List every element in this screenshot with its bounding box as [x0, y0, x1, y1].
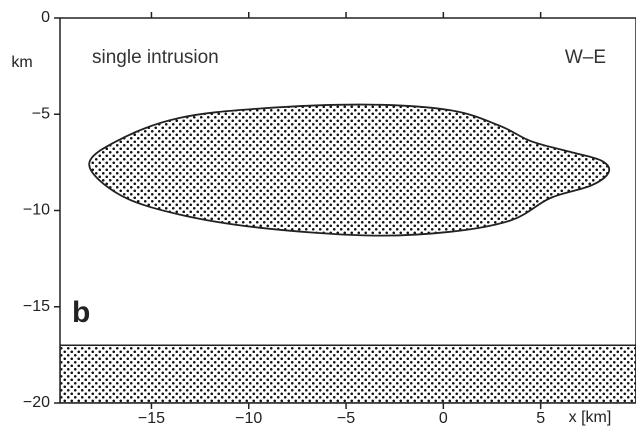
y-tick-label: −10	[23, 202, 50, 219]
x-tick-label: 5	[536, 410, 545, 427]
y-label: km	[11, 54, 32, 71]
y-tick-label: −5	[32, 105, 50, 122]
annotation: W–E	[565, 47, 606, 68]
y-tick-label: 0	[41, 9, 50, 26]
x-tick-label: −10	[235, 410, 262, 427]
x-tick-label: −5	[337, 410, 355, 427]
y-tick-label: −20	[23, 394, 50, 411]
x-label: x [km]	[569, 409, 612, 426]
x-tick-label: 0	[439, 410, 448, 427]
layer	[60, 344, 636, 403]
title: single intrusion	[92, 47, 219, 68]
intrusion	[88, 103, 611, 237]
plot-area	[60, 103, 636, 403]
y-tick-label: −15	[23, 298, 50, 315]
x-tick-label: −15	[138, 410, 165, 427]
panel-label: b	[72, 296, 90, 329]
